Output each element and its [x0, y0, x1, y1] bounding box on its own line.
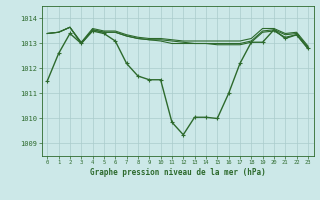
X-axis label: Graphe pression niveau de la mer (hPa): Graphe pression niveau de la mer (hPa) [90, 168, 266, 177]
